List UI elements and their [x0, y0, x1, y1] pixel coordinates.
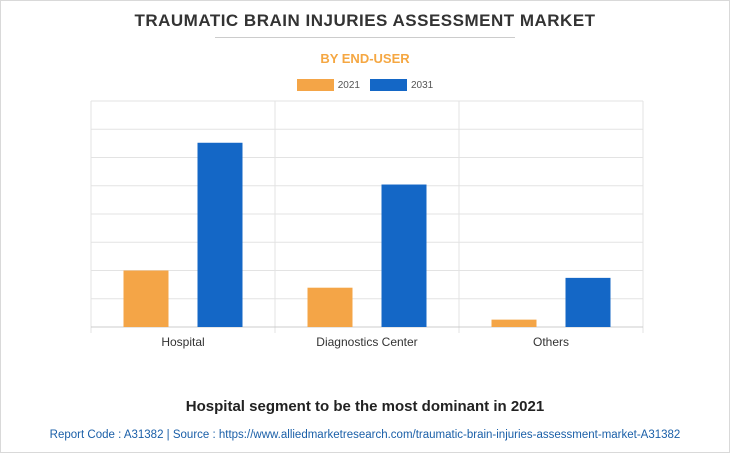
chart-title: TRAUMATIC BRAIN INJURIES ASSESSMENT MARK…: [134, 11, 596, 30]
x-tick-label: Hospital: [161, 335, 204, 349]
headline: Hospital segment to be the most dominant…: [185, 398, 545, 415]
title-divider: [215, 37, 515, 38]
bar-2021-others: [491, 319, 537, 327]
legend-item-2031: 2031: [370, 79, 433, 91]
bar-2021-hospital: [123, 270, 169, 327]
legend-label-2021: 2021: [337, 79, 360, 91]
chart-subtitle: BY END-USER: [320, 51, 410, 66]
bar-2031-diagnostics-center: [381, 184, 427, 327]
source-footer: Report Code : A31382 | Source : https://…: [49, 429, 681, 441]
bar-2021-diagnostics-center: [307, 287, 353, 327]
legend-item-2021: 2021: [296, 79, 360, 91]
legend: 2021 2031: [0, 79, 730, 91]
legend-swatch-2031: [370, 79, 407, 91]
bar-2031-hospital: [197, 142, 243, 327]
legend-label-2031: 2031: [411, 79, 434, 91]
x-tick-label: Diagnostics Center: [316, 335, 417, 349]
legend-swatch-2021: [296, 79, 334, 91]
bar-2031-others: [565, 277, 611, 327]
x-tick-label: Others: [533, 335, 569, 349]
